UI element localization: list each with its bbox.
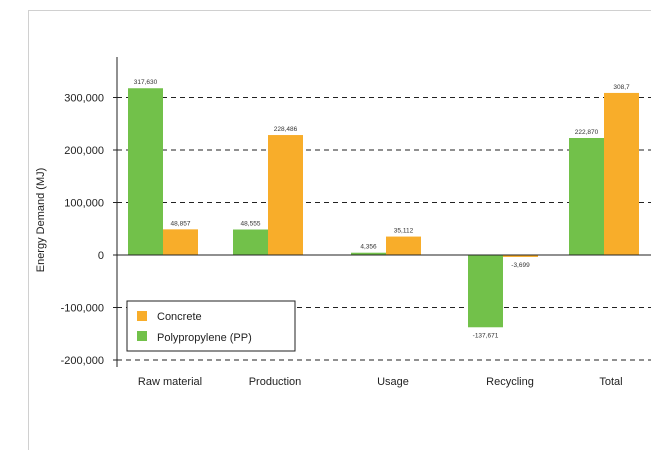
data-label: -3,699 xyxy=(511,262,530,269)
bar xyxy=(128,88,163,255)
x-category-label: Total xyxy=(599,376,622,388)
chart-frame xyxy=(28,10,651,450)
y-tick-label: 0 xyxy=(98,250,104,262)
y-tick-label: 200,000 xyxy=(64,145,104,157)
data-label: 4,356 xyxy=(360,244,377,251)
y-tick-label: -100,000 xyxy=(61,303,104,315)
bar xyxy=(351,252,386,255)
bar xyxy=(268,135,303,255)
y-tick-label: -200,000 xyxy=(61,355,104,367)
x-category-label: Production xyxy=(249,376,302,388)
bar xyxy=(604,92,639,255)
data-label: -137,671 xyxy=(473,332,499,339)
legend-label-polypropylene: Polypropylene (PP) xyxy=(157,332,252,344)
legend-swatch-polypropylene xyxy=(137,331,147,341)
legend: Concrete Polypropylene (PP) xyxy=(126,300,296,352)
data-label: 48,555 xyxy=(241,221,261,228)
data-label: 35,112 xyxy=(394,228,414,235)
bar xyxy=(569,137,604,255)
y-axis-label: Energy Demand (MJ) xyxy=(35,168,47,273)
x-category-label: Recycling xyxy=(486,376,534,388)
x-category-label: Raw material xyxy=(138,376,202,388)
x-category-labels: Raw material Production Usage Recycling Tota… xyxy=(138,376,623,388)
axes xyxy=(116,57,651,367)
bars xyxy=(128,88,639,328)
x-category-label: Usage xyxy=(377,376,409,388)
data-labels: 317,630 48,555 4,356 -137,671 222,870 48,857 2… xyxy=(134,79,630,339)
data-label: 317,630 xyxy=(134,79,158,86)
bar xyxy=(503,255,538,257)
bar xyxy=(468,255,503,328)
y-tick-label: 100,000 xyxy=(64,198,104,210)
data-label: 228,486 xyxy=(274,126,298,133)
data-label: 48,857 xyxy=(171,220,191,227)
data-label: 308,7 xyxy=(613,84,630,91)
legend-swatch-concrete xyxy=(137,311,147,321)
bar xyxy=(163,229,198,255)
y-ticks: -200,000 -100,000 0 100,000 200,000 300,000 xyxy=(61,93,117,367)
y-tick-label: 300,000 xyxy=(64,93,104,105)
bar xyxy=(233,229,268,255)
legend-label-concrete: Concrete xyxy=(157,311,202,323)
legend-box xyxy=(126,300,296,352)
data-label: 222,870 xyxy=(575,129,599,136)
bar xyxy=(386,236,421,255)
energy-demand-chart: -200,000 -100,000 0 100,000 200,000 300,000 R… xyxy=(35,57,651,388)
grid-lines xyxy=(117,97,651,361)
